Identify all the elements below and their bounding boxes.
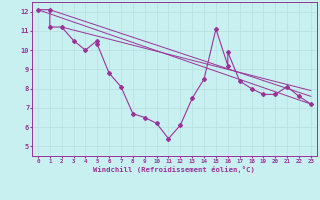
X-axis label: Windchill (Refroidissement éolien,°C): Windchill (Refroidissement éolien,°C): [93, 166, 255, 173]
